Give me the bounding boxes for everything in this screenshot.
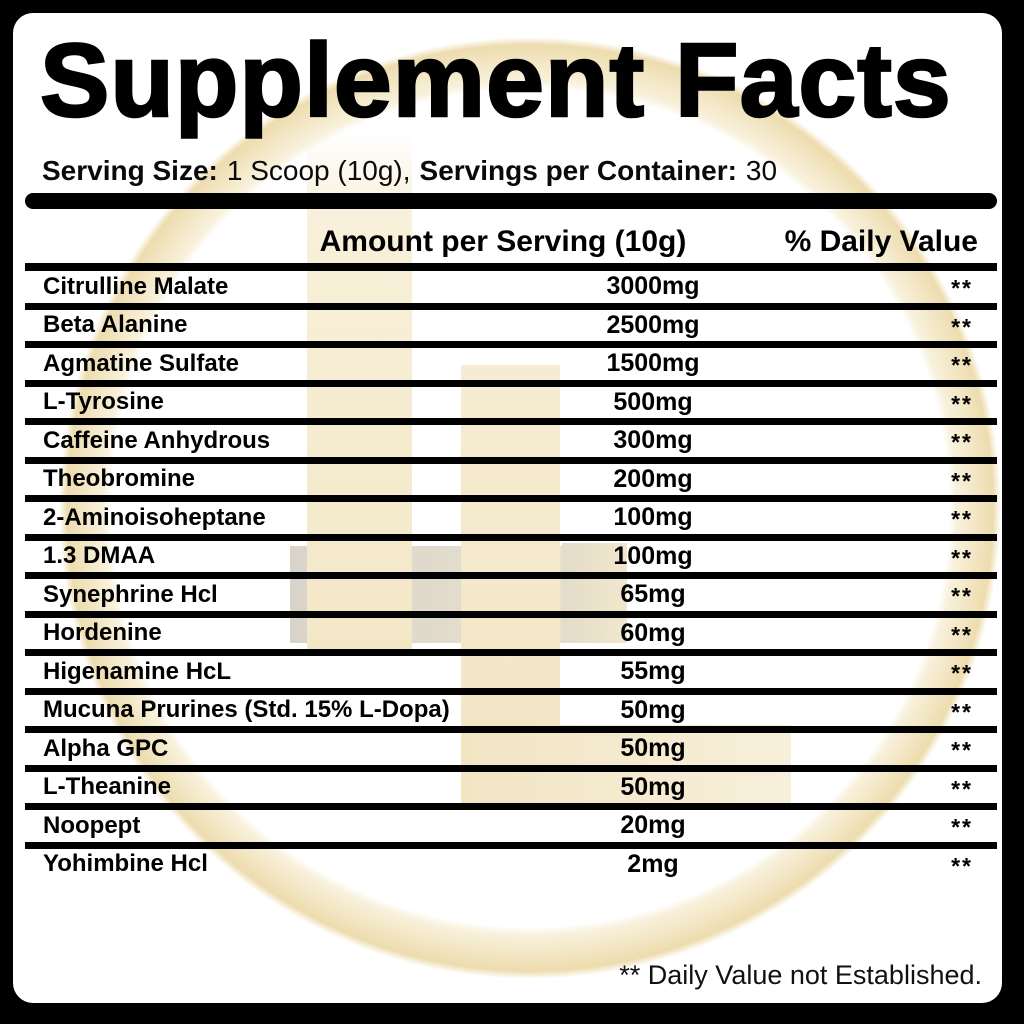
ingredient-daily-value: ** <box>951 852 973 879</box>
ingredient-amount: 2500mg <box>606 310 700 339</box>
ingredient-daily-value: ** <box>951 775 973 802</box>
ingredient-daily-value: ** <box>951 583 973 609</box>
ingredient-amount: 60mg <box>620 618 686 647</box>
amount-column-header: Amount per Serving (10g) <box>319 225 687 258</box>
ingredient-amount: 300mg <box>613 426 693 455</box>
ingredient-daily-value: ** <box>951 390 973 417</box>
ingredient-amount: 3000mg <box>606 272 700 301</box>
ingredient-daily-value: ** <box>951 506 973 532</box>
ingredient-name: 1.3 DMAA <box>43 542 156 570</box>
table-row: Synephrine Hcl 65mg ** <box>25 579 997 618</box>
table-row: Noopept 20mg ** <box>25 810 997 849</box>
ingredient-amount: 20mg <box>620 811 686 840</box>
daily-value-footnote: ** Daily Value not Established. <box>619 960 982 990</box>
daily-value-column-header: % Daily Value <box>784 225 978 258</box>
servings-per-container-value: 30 <box>745 155 778 186</box>
ingredient-amount: 500mg <box>613 387 693 416</box>
ingredient-name: Mucuna Prurines (Std. 15% L-Dopa) <box>43 696 450 724</box>
ingredient-amount: 100mg <box>613 503 693 532</box>
ingredient-name: Citrulline Malate <box>43 272 229 300</box>
table-row: 1.3 DMAA 100mg ** <box>25 541 997 579</box>
table-row: 2-Aminoisoheptane 100mg ** <box>25 502 997 541</box>
header-divider-bar <box>25 193 997 209</box>
ingredient-amount: 50mg <box>620 695 686 724</box>
ingredient-name: Yohimbine Hcl <box>43 850 208 878</box>
ingredient-name: Synephrine Hcl <box>43 580 218 608</box>
ingredient-amount: 65mg <box>620 580 686 609</box>
label-card: Supplement Facts Serving Size: 1 Scoop (… <box>13 13 1002 1003</box>
ingredient-name: L-Tyrosine <box>43 388 164 416</box>
ingredient-amount: 2mg <box>627 849 679 878</box>
table-header-underline <box>25 263 997 271</box>
ingredient-name: 2-Aminoisoheptane <box>43 503 266 531</box>
ingredient-table: Citrulline Malate 3000mg ** Beta Alanine… <box>25 271 997 880</box>
ingredient-daily-value: ** <box>951 429 973 455</box>
table-row: Hordenine 60mg ** <box>25 618 997 656</box>
table-row: Alpha GPC 50mg ** <box>25 733 997 772</box>
table-row: Agmatine Sulfate 1500mg ** <box>25 348 997 387</box>
ingredient-daily-value: ** <box>951 313 973 340</box>
ingredient-name: Agmatine Sulfate <box>43 349 240 377</box>
servings-per-container-label: Servings per Container: <box>419 155 737 186</box>
ingredient-name: Hordenine <box>43 619 162 647</box>
table-row: L-Theanine 50mg ** <box>25 772 997 810</box>
ingredient-daily-value: ** <box>951 544 973 571</box>
ingredient-name: Alpha GPC <box>43 734 169 762</box>
serving-size-value: 1 Scoop (10g), <box>226 155 411 186</box>
ingredient-name: Beta Alanine <box>43 311 188 339</box>
table-row: Caffeine Anhydrous 300mg ** <box>25 425 997 464</box>
label-content: Supplement Facts Serving Size: 1 Scoop (… <box>13 13 1002 1003</box>
table-row: Yohimbine Hcl 2mg ** <box>25 849 997 881</box>
ingredient-name: Theobromine <box>43 465 196 493</box>
ingredient-daily-value: ** <box>951 352 973 378</box>
table-row: Citrulline Malate 3000mg ** <box>25 271 997 310</box>
ingredient-daily-value: ** <box>951 660 973 686</box>
ingredient-name: L-Theanine <box>43 773 172 801</box>
ingredient-daily-value: ** <box>951 621 973 648</box>
ingredient-amount: 100mg <box>613 541 693 570</box>
ingredient-daily-value: ** <box>951 698 973 725</box>
table-row: Higenamine HcL 55mg ** <box>25 656 997 695</box>
table-row: Mucuna Prurines (Std. 15% L-Dopa) 50mg *… <box>25 695 997 733</box>
table-header: Amount per Serving (10g) % Daily Value <box>25 221 997 263</box>
ingredient-amount: 55mg <box>620 657 686 686</box>
ingredient-daily-value: ** <box>951 737 973 763</box>
ingredient-amount: 1500mg <box>606 349 700 378</box>
table-row: Theobromine 200mg ** <box>25 464 997 502</box>
ingredient-daily-value: ** <box>951 467 973 494</box>
table-row: Beta Alanine 2500mg ** <box>25 310 997 348</box>
ingredient-name: Higenamine HcL <box>43 657 232 685</box>
ingredient-amount: 50mg <box>620 734 686 763</box>
table-row: L-Tyrosine 500mg ** <box>25 387 997 425</box>
ingredient-daily-value: ** <box>951 814 973 840</box>
serving-info: Serving Size: 1 Scoop (10g), Servings pe… <box>42 155 777 187</box>
serving-size-label: Serving Size: <box>42 155 218 186</box>
ingredient-amount: 50mg <box>620 772 686 801</box>
ingredient-daily-value: ** <box>951 275 973 301</box>
ingredient-amount: 200mg <box>613 464 693 493</box>
page-title: Supplement Facts <box>39 23 952 139</box>
ingredient-name: Noopept <box>43 811 141 839</box>
ingredient-name: Caffeine Anhydrous <box>43 426 271 454</box>
